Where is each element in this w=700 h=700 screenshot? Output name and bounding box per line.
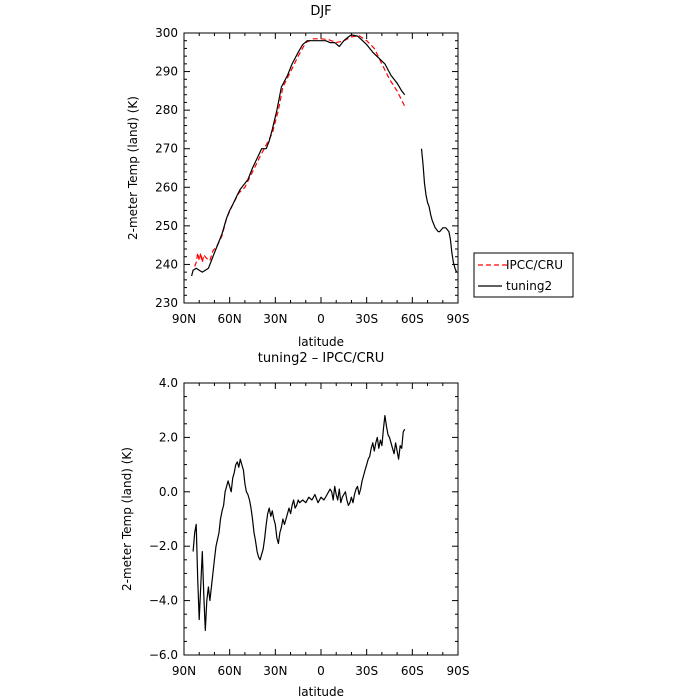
y-tick-label: 230 <box>155 296 178 310</box>
x-tick-label: 90S <box>447 312 470 326</box>
x-tick-label: 60N <box>218 664 242 678</box>
y-tick-label: 4.0 <box>159 376 178 390</box>
y-tick-label: 300 <box>155 26 178 40</box>
x-tick-label: 60S <box>401 312 424 326</box>
x-tick-label: 60N <box>218 312 242 326</box>
x-tick-label: 30N <box>263 664 287 678</box>
legend-label-ipcc: IPCC/CRU <box>506 258 563 272</box>
y-tick-label: 250 <box>155 219 178 233</box>
panel-temperature: DJF latitude 2-meter Temp (land) (K) 90N… <box>126 4 469 349</box>
x-tick-label: 0 <box>317 664 325 678</box>
panel-1-ticks: 90N 60N 30N 0 30S 60S 90S −6.0 −4.0 −2.0 0.0 2.0 4.0 <box>149 376 470 678</box>
panel-difference: tuning2 – IPCC/CRU latitude 2-meter Temp… <box>120 351 469 699</box>
series-line-tuning2 <box>191 34 406 277</box>
legend-box <box>473 252 574 298</box>
y-tick-label: 270 <box>155 142 178 156</box>
y-tick-label: −6.0 <box>149 648 178 662</box>
y-tick-label: 240 <box>155 257 178 271</box>
series-line-ipcc-cru <box>194 35 406 267</box>
y-tick-label: 0.0 <box>159 485 178 499</box>
x-tick-label: 0 <box>317 312 325 326</box>
panel-1-lines <box>192 415 406 632</box>
x-tick-label: 90S <box>447 664 470 678</box>
x-tick-label: 90N <box>172 664 196 678</box>
panel-1-ylabel: 2-meter Temp (land) (K) <box>120 447 134 591</box>
y-tick-label: 260 <box>155 180 178 194</box>
legend: IPCC/CRU tuning2 <box>473 252 574 298</box>
panel-1-frame <box>183 382 459 656</box>
panel-0-lines <box>191 34 458 277</box>
y-tick-label: 280 <box>155 103 178 117</box>
y-tick-label: −4.0 <box>149 594 178 608</box>
series-line-tuning2 <box>420 148 458 273</box>
y-tick-label: 290 <box>155 65 178 79</box>
y-tick-label: 2.0 <box>159 430 178 444</box>
panel-0-frame <box>183 32 459 304</box>
x-tick-label: 60S <box>401 664 424 678</box>
panel-1-xlabel: latitude <box>298 685 344 699</box>
panel-0-ylabel: 2-meter Temp (land) (K) <box>126 96 140 240</box>
panel-0-ticks: 90N 60N 30N 0 30S 60S 90S 230 240 250 260 270 280 290… <box>155 26 469 326</box>
x-tick-label: 30N <box>263 312 287 326</box>
legend-label-tuning2: tuning2 <box>506 279 552 293</box>
x-tick-label: 30S <box>355 312 378 326</box>
panel-0-title: DJF <box>310 4 331 19</box>
series-line-tuning2 <box>192 415 406 632</box>
x-tick-label: 30S <box>355 664 378 678</box>
panel-1-title: tuning2 – IPCC/CRU <box>258 351 385 366</box>
panel-0-xlabel: latitude <box>298 335 344 349</box>
x-tick-label: 90N <box>172 312 196 326</box>
y-tick-label: −2.0 <box>149 539 178 553</box>
